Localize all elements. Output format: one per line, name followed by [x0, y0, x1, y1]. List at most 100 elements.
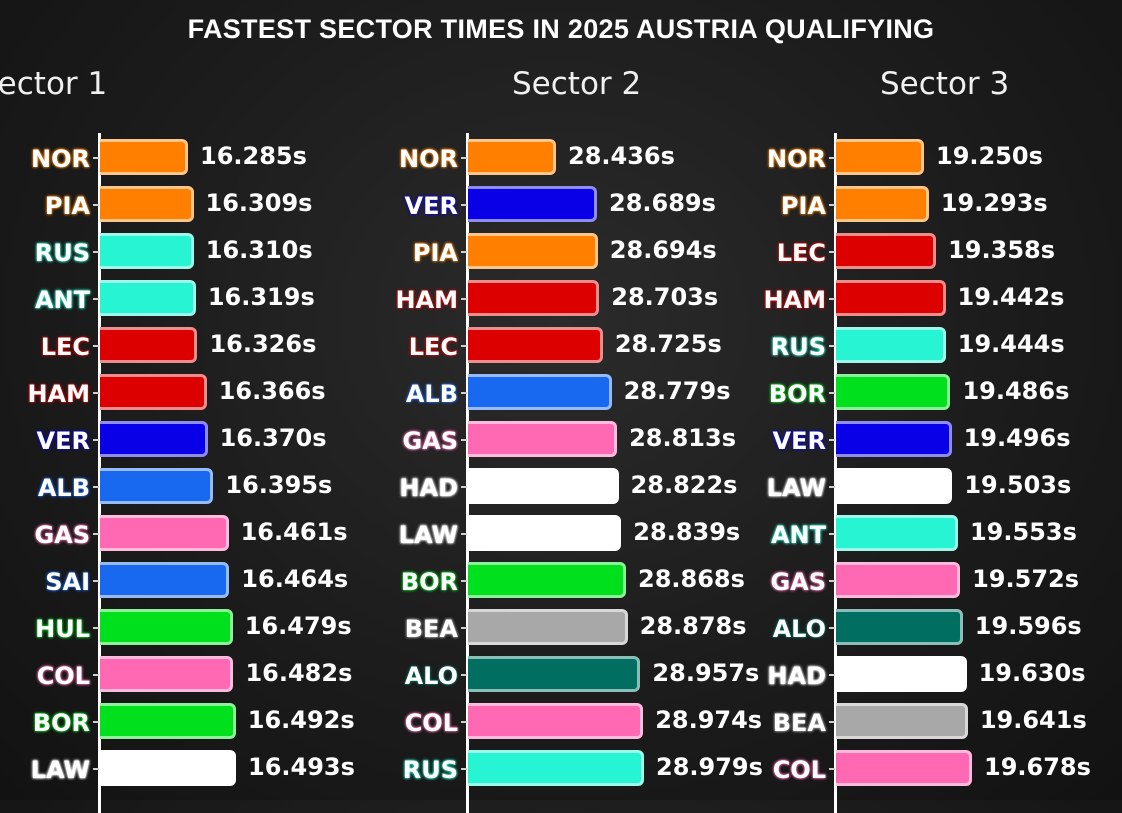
value-label: 19.442s: [957, 283, 1065, 311]
y-tick: [829, 674, 835, 676]
y-tick: [829, 204, 835, 206]
y-tick: [829, 392, 835, 394]
bar-row-nor: NOR 28.436s: [368, 137, 742, 177]
bar-law: [836, 468, 953, 504]
bar-row-law: LAW 16.493s: [0, 748, 374, 788]
driver-label: HAM: [395, 286, 458, 314]
driver-label: GAS: [34, 521, 90, 549]
bar-row-col: COL 16.482s: [0, 654, 374, 694]
value-label: 28.725s: [614, 330, 722, 358]
bar-ver: [836, 421, 952, 457]
bar-row-sai: SAI 16.464s: [0, 560, 374, 600]
value-label: 19.596s: [974, 612, 1082, 640]
driver-label: LEC: [408, 333, 458, 361]
value-label: 28.436s: [568, 142, 675, 170]
value-label: 28.703s: [611, 283, 719, 311]
value-label: 19.630s: [978, 659, 1086, 687]
driver-label: HAD: [399, 474, 458, 502]
driver-label: BOR: [768, 380, 826, 408]
bar-bea: [468, 609, 628, 645]
bar-rus: [100, 233, 194, 269]
bar-row-gas: GAS 28.813s: [368, 419, 742, 459]
bar-bor: [468, 562, 626, 598]
driver-label: COL: [772, 756, 826, 784]
driver-label: GAS: [402, 427, 458, 455]
bar-bor: [100, 703, 236, 739]
y-tick: [93, 345, 99, 347]
y-tick: [93, 721, 99, 723]
bar-rus: [468, 750, 644, 786]
bar-row-bea: BEA 19.641s: [736, 701, 1110, 741]
y-tick: [93, 204, 99, 206]
bar-row-hul: HUL 16.479s: [0, 607, 374, 647]
driver-label: RUS: [34, 239, 90, 267]
value-label: 19.293s: [940, 189, 1048, 217]
value-label: 16.326s: [209, 330, 317, 358]
driver-label: VER: [772, 427, 826, 455]
value-label: 16.366s: [218, 377, 326, 405]
driver-label: GAS: [770, 568, 826, 596]
value-label: 28.974s: [655, 706, 763, 734]
driver-label: HAM: [27, 380, 90, 408]
bar-ver: [468, 186, 597, 222]
bar-pia: [468, 233, 598, 269]
y-tick: [93, 768, 99, 770]
bar-alb: [468, 374, 612, 410]
bar-row-had: HAD 19.630s: [736, 654, 1110, 694]
bar-row-pia: PIA 28.694s: [368, 231, 742, 271]
bar-row-col: COL 19.678s: [736, 748, 1110, 788]
y-tick: [829, 157, 835, 159]
value-label: 16.464s: [241, 565, 349, 593]
bar-rus: [836, 327, 946, 363]
driver-label: LAW: [766, 474, 826, 502]
y-tick: [461, 627, 467, 629]
y-tick: [461, 580, 467, 582]
value-label: 28.779s: [623, 377, 731, 405]
bar-law: [100, 750, 236, 786]
bar-hul: [100, 609, 233, 645]
y-tick: [93, 674, 99, 676]
bar-law: [468, 515, 622, 551]
value-label: 16.482s: [245, 659, 353, 687]
bar-row-nor: NOR 19.250s: [736, 137, 1110, 177]
driver-label: ALB: [37, 474, 90, 502]
bar-ham: [468, 280, 600, 316]
driver-label: HUL: [35, 615, 90, 643]
bar-ant: [836, 515, 958, 551]
bar-row-rus: RUS 28.979s: [368, 748, 763, 788]
bar-row-ver: VER 19.496s: [736, 419, 1110, 459]
bar-row-ver: VER 16.370s: [0, 419, 374, 459]
y-tick: [829, 721, 835, 723]
bar-row-nor: NOR 16.285s: [0, 137, 374, 177]
driver-label: ALO: [404, 662, 458, 690]
bar-gas: [100, 515, 229, 551]
y-tick: [461, 674, 467, 676]
bar-row-lec: LEC 28.725s: [368, 325, 742, 365]
sector-2-axis-line: [466, 133, 469, 813]
y-tick: [829, 345, 835, 347]
value-label: 16.285s: [200, 142, 307, 170]
bar-row-bor: BOR 28.868s: [368, 560, 745, 600]
bar-col: [100, 656, 234, 692]
bar-nor: [100, 139, 188, 175]
driver-label: ANT: [34, 286, 90, 314]
bar-row-ham: HAM 16.366s: [0, 372, 374, 412]
bar-row-ham: HAM 19.442s: [736, 278, 1110, 318]
bar-row-alo: ALO 19.596s: [736, 607, 1110, 647]
y-tick: [829, 627, 835, 629]
y-tick: [461, 157, 467, 159]
driver-label: BOR: [400, 568, 458, 596]
bar-nor: [836, 139, 924, 175]
driver-label: SAI: [45, 568, 90, 596]
sector-2-chart: Sector 2 NOR 28.436s VER 28.689s PIA 28.694s H…: [368, 0, 763, 813]
value-label: 16.395s: [225, 471, 333, 499]
y-tick: [93, 627, 99, 629]
driver-label: COL: [36, 662, 90, 690]
driver-label: VER: [36, 427, 90, 455]
value-label: 28.957s: [652, 659, 760, 687]
y-tick: [93, 580, 99, 582]
bar-alo: [836, 609, 963, 645]
y-tick: [93, 486, 99, 488]
value-label: 16.319s: [207, 283, 315, 311]
bar-row-gas: GAS 16.461s: [0, 513, 374, 553]
